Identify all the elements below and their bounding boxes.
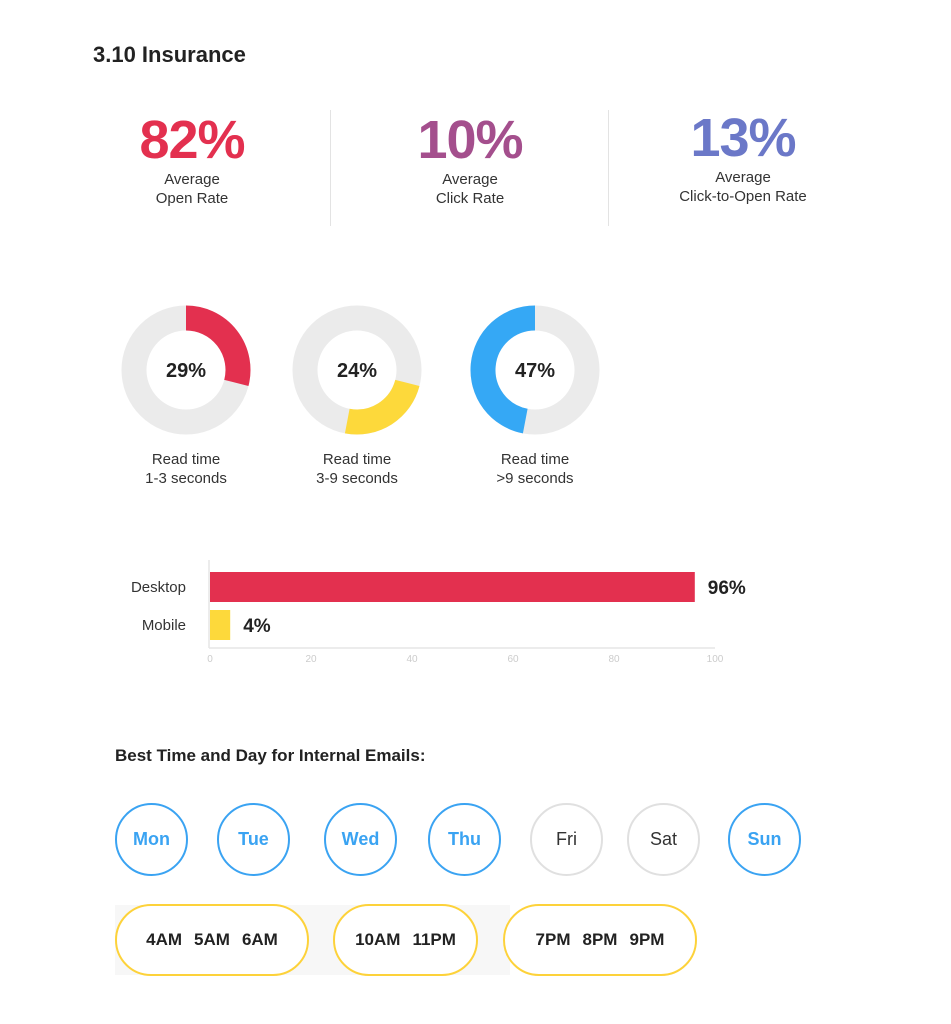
x-tick-label: 100 xyxy=(707,654,724,665)
stat-value: 13% xyxy=(690,108,796,168)
donut-label: Read time 3-9 seconds xyxy=(272,450,442,488)
time-slot: 7PM xyxy=(535,930,571,949)
bar-category-label: Desktop xyxy=(131,579,186,596)
stat-click-to-open-rate: 13% Average Click-to-Open Rate xyxy=(623,108,863,206)
time-group: 7PM 8PM 9PM xyxy=(503,904,697,976)
stat-value: 10% xyxy=(417,110,523,170)
day-wed: Wed xyxy=(324,803,397,876)
donut-percent: 24% xyxy=(337,360,377,382)
donut-label: Read time >9 seconds xyxy=(450,450,620,488)
donut-percent: 47% xyxy=(515,360,555,382)
x-tick-label: 80 xyxy=(608,654,620,665)
label-line: >9 seconds xyxy=(496,470,574,487)
label-line: Read time xyxy=(500,451,570,468)
stat-label: Average xyxy=(442,171,498,188)
x-tick-label: 40 xyxy=(406,654,418,665)
time-slot: 8PM xyxy=(582,930,618,949)
stat-label: Average xyxy=(164,171,220,188)
day-sat: Sat xyxy=(627,803,700,876)
stat-label: Click Rate xyxy=(435,190,505,207)
time-group: 10AM 11PM xyxy=(333,904,478,976)
time-slot: 4AM xyxy=(146,930,183,949)
time-slot: 5AM xyxy=(194,930,230,949)
bar-category-label: Mobile xyxy=(142,617,186,634)
donut-percent: 29% xyxy=(166,360,206,382)
x-tick-label: 60 xyxy=(507,654,519,665)
section-title: 3.10 Insurance xyxy=(93,42,246,67)
day-sun: Sun xyxy=(728,803,801,876)
bar-data-label: 96% xyxy=(708,578,746,599)
donut-slice xyxy=(344,379,420,435)
divider xyxy=(608,110,609,226)
x-tick-label: 0 xyxy=(207,654,213,665)
best-time-heading: Best Time and Day for Internal Emails: xyxy=(115,746,426,765)
stat-label: Average xyxy=(715,169,771,186)
time-slot: 11PM xyxy=(412,930,456,949)
day-tue: Tue xyxy=(217,803,290,876)
bar xyxy=(210,610,231,640)
stat-open-rate: 82% Average Open Rate xyxy=(72,110,312,208)
read-time-donuts: 29% 24% 47% xyxy=(121,305,600,435)
time-slot: 9PM xyxy=(629,930,665,949)
donut-slice xyxy=(470,305,536,434)
label-line: 1-3 seconds xyxy=(145,470,227,487)
stat-label: Click-to-Open Rate xyxy=(679,188,807,205)
donut-label: Read time 1-3 seconds xyxy=(101,450,271,488)
time-group: 4AM 5AM 6AM xyxy=(115,904,309,976)
label-line: 3-9 seconds xyxy=(316,470,398,487)
divider xyxy=(330,110,331,226)
day-thu: Thu xyxy=(428,803,501,876)
stat-value: 82% xyxy=(139,110,245,170)
time-slot: 6AM xyxy=(241,930,278,949)
x-tick-label: 20 xyxy=(305,654,317,665)
label-line: Read time xyxy=(322,451,392,468)
donut-slice xyxy=(185,305,251,387)
bar-data-label: 4% xyxy=(243,616,271,637)
day-fri: Fri xyxy=(530,803,603,876)
bar xyxy=(210,572,695,602)
label-line: Read time xyxy=(151,451,221,468)
stat-label: Open Rate xyxy=(155,190,229,207)
time-slot: 10AM xyxy=(355,930,401,949)
day-mon: Mon xyxy=(115,803,188,876)
device-bar-chart: 0 20 40 60 80 100 Desktop 96% Mobile 4% xyxy=(131,560,746,665)
stat-click-rate: 10% Average Click Rate xyxy=(350,110,590,208)
